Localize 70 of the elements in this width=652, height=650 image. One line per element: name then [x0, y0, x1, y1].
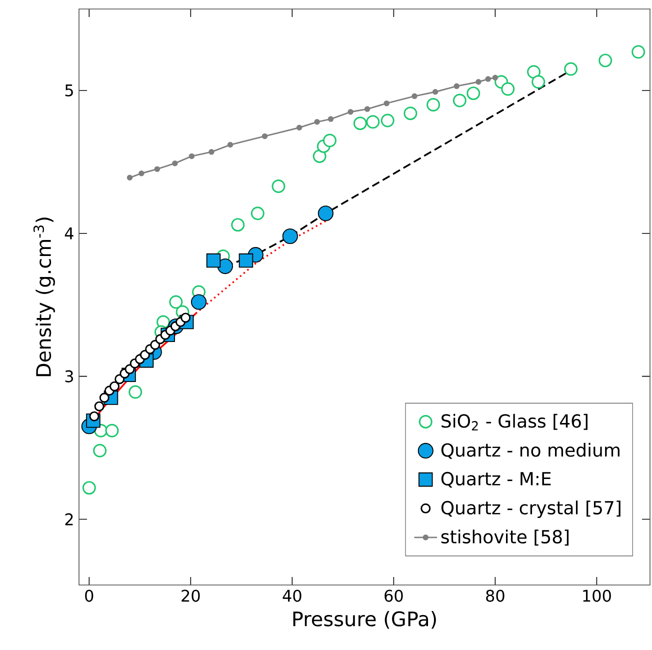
point	[485, 76, 491, 82]
point	[138, 170, 144, 176]
point	[94, 401, 104, 412]
point	[384, 100, 390, 106]
point	[366, 115, 380, 129]
point	[190, 294, 207, 310]
point	[231, 218, 245, 232]
point	[172, 160, 178, 166]
y-tick-label: 2	[65, 513, 73, 526]
legend-label: Quartz - no medium	[441, 442, 620, 459]
x-tick-label: 100	[583, 590, 611, 602]
point	[532, 75, 546, 89]
point	[476, 79, 482, 85]
point	[217, 258, 233, 274]
point	[380, 114, 394, 128]
point	[501, 82, 515, 96]
point	[128, 385, 142, 399]
point	[296, 124, 302, 130]
x-tick-label: 80	[486, 590, 504, 602]
legend-label: stishovite [58]	[441, 530, 569, 546]
point	[364, 106, 370, 112]
legend-label: Quartz - M:E	[441, 472, 551, 488]
point	[412, 93, 418, 100]
point	[180, 312, 191, 323]
point	[169, 295, 183, 309]
point	[432, 89, 438, 95]
point	[328, 116, 334, 122]
point	[227, 142, 234, 148]
point	[404, 106, 418, 120]
point	[452, 94, 466, 108]
point	[272, 179, 286, 193]
x-axis-title: Pressure (GPa)	[293, 610, 436, 629]
point	[564, 62, 578, 76]
legend-label: Quartz - crystal [57]	[441, 500, 620, 518]
point	[99, 392, 110, 403]
legend-label: SiO$_{2}$ - Glass [46]	[442, 414, 588, 430]
point	[238, 253, 254, 268]
point	[492, 74, 498, 80]
point	[154, 166, 160, 172]
x-tick-label: 0	[85, 590, 94, 602]
point	[527, 65, 541, 79]
point	[110, 381, 120, 392]
point	[314, 119, 320, 125]
point	[466, 86, 480, 100]
point	[89, 411, 100, 422]
point	[426, 98, 440, 112]
point	[323, 134, 336, 148]
point	[348, 109, 354, 115]
x-tick-label: 20	[182, 590, 200, 602]
point	[105, 424, 119, 438]
point	[454, 83, 460, 90]
point	[126, 174, 133, 181]
point	[206, 253, 221, 268]
point	[318, 206, 334, 222]
point	[262, 133, 268, 140]
point	[188, 153, 195, 160]
point	[82, 481, 96, 495]
y-tick-label: 4	[64, 228, 74, 240]
point	[282, 228, 298, 244]
x-tick-label: 60	[384, 590, 403, 602]
y-tick-label: 5	[65, 84, 73, 96]
y-axis-title: Density (g.cm$^{-3}$)	[33, 218, 55, 376]
point	[93, 444, 107, 458]
point	[598, 54, 612, 68]
x-tick-label: 40	[282, 590, 302, 602]
point	[353, 116, 367, 130]
point	[250, 206, 264, 220]
y-tick-label: 3	[65, 370, 73, 382]
point	[312, 149, 326, 163]
point	[208, 149, 214, 155]
